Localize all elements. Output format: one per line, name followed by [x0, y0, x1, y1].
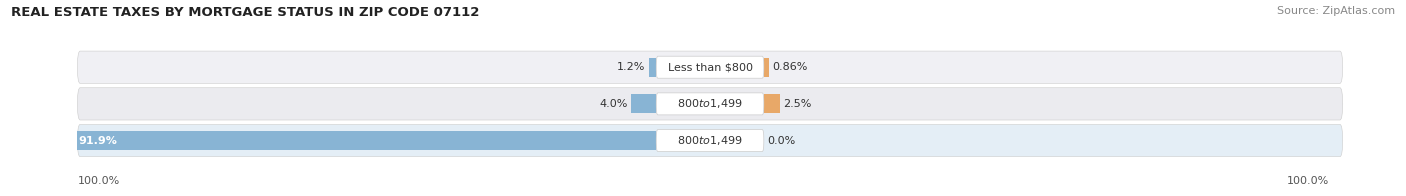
Text: 4.0%: 4.0%: [599, 99, 628, 109]
Text: 91.9%: 91.9%: [77, 136, 117, 146]
Text: 0.86%: 0.86%: [772, 62, 808, 72]
FancyBboxPatch shape: [77, 51, 1343, 83]
Bar: [631, 94, 657, 113]
Text: Less than $800: Less than $800: [668, 62, 752, 72]
Text: 1.2%: 1.2%: [617, 62, 645, 72]
Text: 100.0%: 100.0%: [77, 176, 120, 186]
Text: REAL ESTATE TAXES BY MORTGAGE STATUS IN ZIP CODE 07112: REAL ESTATE TAXES BY MORTGAGE STATUS IN …: [11, 6, 479, 19]
Bar: [75, 131, 657, 150]
FancyBboxPatch shape: [77, 88, 1343, 120]
Text: 100.0%: 100.0%: [1286, 176, 1329, 186]
Bar: [763, 58, 769, 77]
Text: $800 to $1,499: $800 to $1,499: [678, 134, 742, 147]
FancyBboxPatch shape: [657, 56, 763, 78]
FancyBboxPatch shape: [657, 130, 763, 152]
FancyBboxPatch shape: [657, 93, 763, 115]
Text: $800 to $1,499: $800 to $1,499: [678, 97, 742, 110]
Text: Source: ZipAtlas.com: Source: ZipAtlas.com: [1277, 6, 1395, 16]
Bar: [763, 94, 780, 113]
FancyBboxPatch shape: [77, 124, 1343, 157]
Bar: [648, 58, 657, 77]
Text: 2.5%: 2.5%: [783, 99, 811, 109]
Text: 0.0%: 0.0%: [768, 136, 796, 146]
